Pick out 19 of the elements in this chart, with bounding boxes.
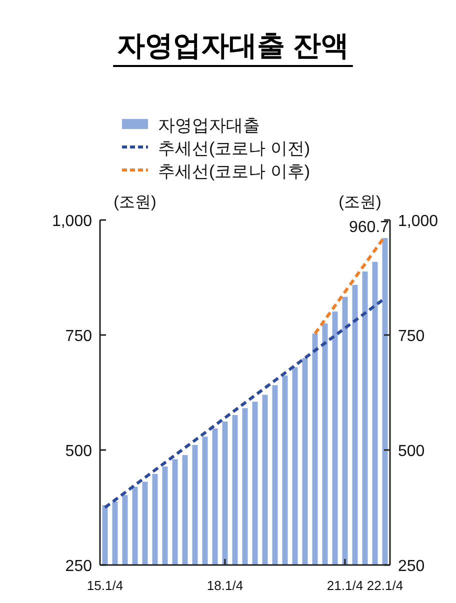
chart-title: 자영업자대출 잔액: [117, 30, 349, 61]
y-tick-label: 250: [65, 558, 92, 575]
x-tick-label: 18.1/4: [206, 578, 244, 593]
y2-tick-label: 250: [398, 558, 425, 575]
legend-label: 추세선(코로나 이후): [158, 162, 310, 181]
y2-tick-label: 500: [398, 443, 425, 460]
x-tick-label: 15.1/4: [86, 578, 124, 593]
y-axis-title: (조원): [114, 194, 156, 211]
x-tick-label: 22.1/4: [366, 578, 404, 593]
legend-label: 자영업자대출: [158, 116, 260, 135]
y2-axis-title: (조원): [338, 194, 382, 211]
x-tick-label: 21.1/4: [326, 578, 364, 593]
legend-label: 추세선(코로나 이전): [158, 139, 310, 158]
y-tick-label: 500: [65, 443, 92, 460]
y2-tick-label: 750: [398, 328, 425, 345]
data-label: 960.7: [348, 219, 390, 236]
y2-tick-label: 1,000: [398, 213, 438, 230]
y-tick-label: 1,000: [52, 213, 92, 230]
y-tick-label: 750: [65, 328, 92, 345]
